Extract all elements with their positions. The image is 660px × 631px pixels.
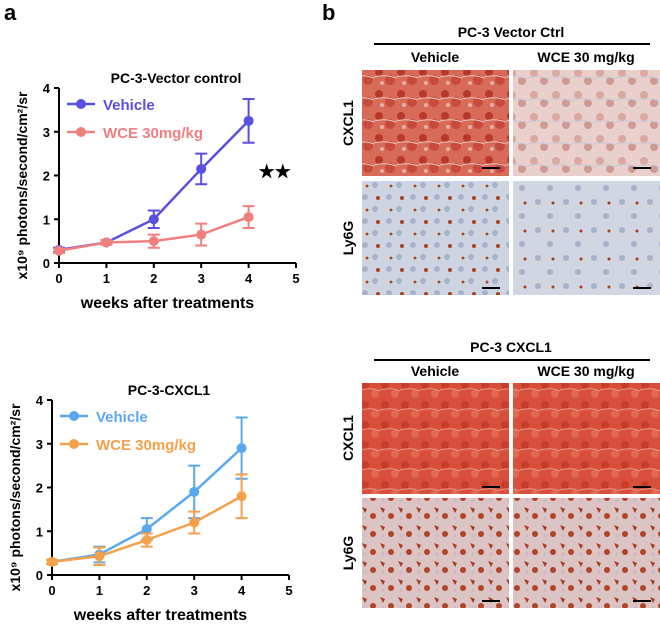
y-tick-label: 3 bbox=[36, 437, 43, 452]
data-point bbox=[196, 163, 207, 174]
column-label: Vehicle bbox=[411, 49, 459, 65]
x-tick-label: 2 bbox=[150, 271, 157, 286]
y-tick-label: 3 bbox=[43, 125, 50, 140]
column-label: WCE 30 mg/kg bbox=[537, 49, 634, 65]
x-axis-label: weeks after treatments bbox=[80, 295, 255, 312]
legend-marker bbox=[69, 411, 79, 421]
micrograph bbox=[362, 383, 509, 494]
data-point bbox=[47, 556, 57, 567]
series bbox=[46, 473, 248, 567]
panel-label: b bbox=[322, 0, 335, 25]
x-axis-label: weeks after treatments bbox=[73, 607, 248, 624]
row-label: CXCL1 bbox=[340, 100, 356, 146]
x-tick-label: 0 bbox=[48, 583, 55, 598]
micrograph bbox=[513, 181, 660, 295]
series bbox=[53, 205, 255, 256]
chart-title: PC-3-CXCL1 bbox=[128, 382, 211, 398]
data-point bbox=[94, 551, 105, 562]
x-tick-label: 0 bbox=[55, 271, 62, 286]
legend-marker bbox=[76, 127, 86, 137]
micrograph bbox=[362, 181, 509, 295]
micrograph bbox=[362, 70, 509, 176]
panel-label: a bbox=[4, 0, 17, 25]
data-point bbox=[189, 517, 200, 528]
column-label: WCE 30 mg/kg bbox=[537, 363, 634, 379]
data-point bbox=[236, 491, 247, 502]
legend-label: Vehicle bbox=[96, 409, 148, 426]
data-point bbox=[236, 443, 247, 454]
legend-marker bbox=[76, 99, 86, 109]
y-tick-label: 4 bbox=[36, 393, 44, 408]
micrograph bbox=[513, 383, 660, 494]
y-tick-label: 1 bbox=[36, 524, 43, 539]
data-point bbox=[189, 486, 200, 497]
data-point bbox=[148, 214, 159, 225]
micrograph bbox=[513, 70, 660, 176]
y-tick-label: 0 bbox=[43, 256, 50, 271]
legend-label: WCE 30mg/kg bbox=[96, 437, 196, 454]
micrograph bbox=[513, 498, 660, 608]
data-point bbox=[243, 115, 254, 126]
legend-label: Vehicle bbox=[103, 97, 155, 114]
column-label: Vehicle bbox=[411, 363, 459, 379]
data-point bbox=[243, 212, 254, 223]
y-axis-label: x10⁹ photons/second/cm²/sr bbox=[7, 403, 23, 591]
x-tick-label: 3 bbox=[198, 271, 205, 286]
legend-label: WCE 30mg/kg bbox=[103, 125, 203, 142]
y-axis-label: x10⁹ photons/second/cm²/sr bbox=[14, 91, 30, 279]
chart-title: PC-3-Vector control bbox=[111, 70, 242, 86]
x-tick-label: 5 bbox=[292, 271, 299, 286]
legend-marker bbox=[69, 439, 79, 449]
x-tick-label: 3 bbox=[191, 583, 198, 598]
series bbox=[53, 97, 255, 255]
x-tick-label: 5 bbox=[285, 583, 292, 598]
x-tick-label: 1 bbox=[96, 583, 103, 598]
data-point bbox=[141, 524, 152, 535]
y-tick-label: 2 bbox=[43, 169, 50, 184]
row-label: CXCL1 bbox=[340, 415, 356, 461]
row-label: Ly6G bbox=[340, 221, 356, 256]
x-tick-label: 2 bbox=[143, 583, 150, 598]
data-point bbox=[101, 237, 112, 248]
y-tick-label: 2 bbox=[36, 481, 43, 496]
data-point bbox=[148, 236, 159, 247]
row-label: Ly6G bbox=[340, 536, 356, 571]
micrograph-grid bbox=[362, 70, 660, 608]
annotation: ★★ bbox=[259, 162, 292, 182]
micrograph-title: PC-3 Vector Ctrl bbox=[458, 24, 565, 40]
data-point bbox=[141, 535, 152, 545]
x-tick-label: 1 bbox=[103, 271, 110, 286]
data-point bbox=[54, 245, 64, 256]
x-tick-label: 4 bbox=[238, 583, 246, 598]
y-tick-label: 0 bbox=[36, 568, 43, 583]
data-point bbox=[196, 229, 207, 240]
micrograph bbox=[362, 498, 509, 608]
x-tick-label: 4 bbox=[245, 271, 253, 286]
micrograph-title: PC-3 CXCL1 bbox=[470, 339, 552, 355]
y-tick-label: 4 bbox=[43, 81, 51, 96]
scale-bars bbox=[482, 167, 651, 602]
y-tick-label: 1 bbox=[43, 212, 50, 227]
